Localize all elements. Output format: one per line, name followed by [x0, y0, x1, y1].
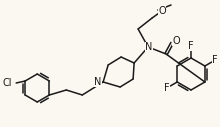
- Text: O: O: [172, 36, 180, 46]
- Text: F: F: [164, 83, 170, 93]
- Text: F: F: [188, 41, 194, 51]
- Text: Cl: Cl: [3, 78, 12, 88]
- Text: O: O: [158, 6, 166, 16]
- Text: N: N: [94, 77, 102, 87]
- Text: N: N: [145, 42, 153, 52]
- Text: F: F: [213, 55, 218, 65]
